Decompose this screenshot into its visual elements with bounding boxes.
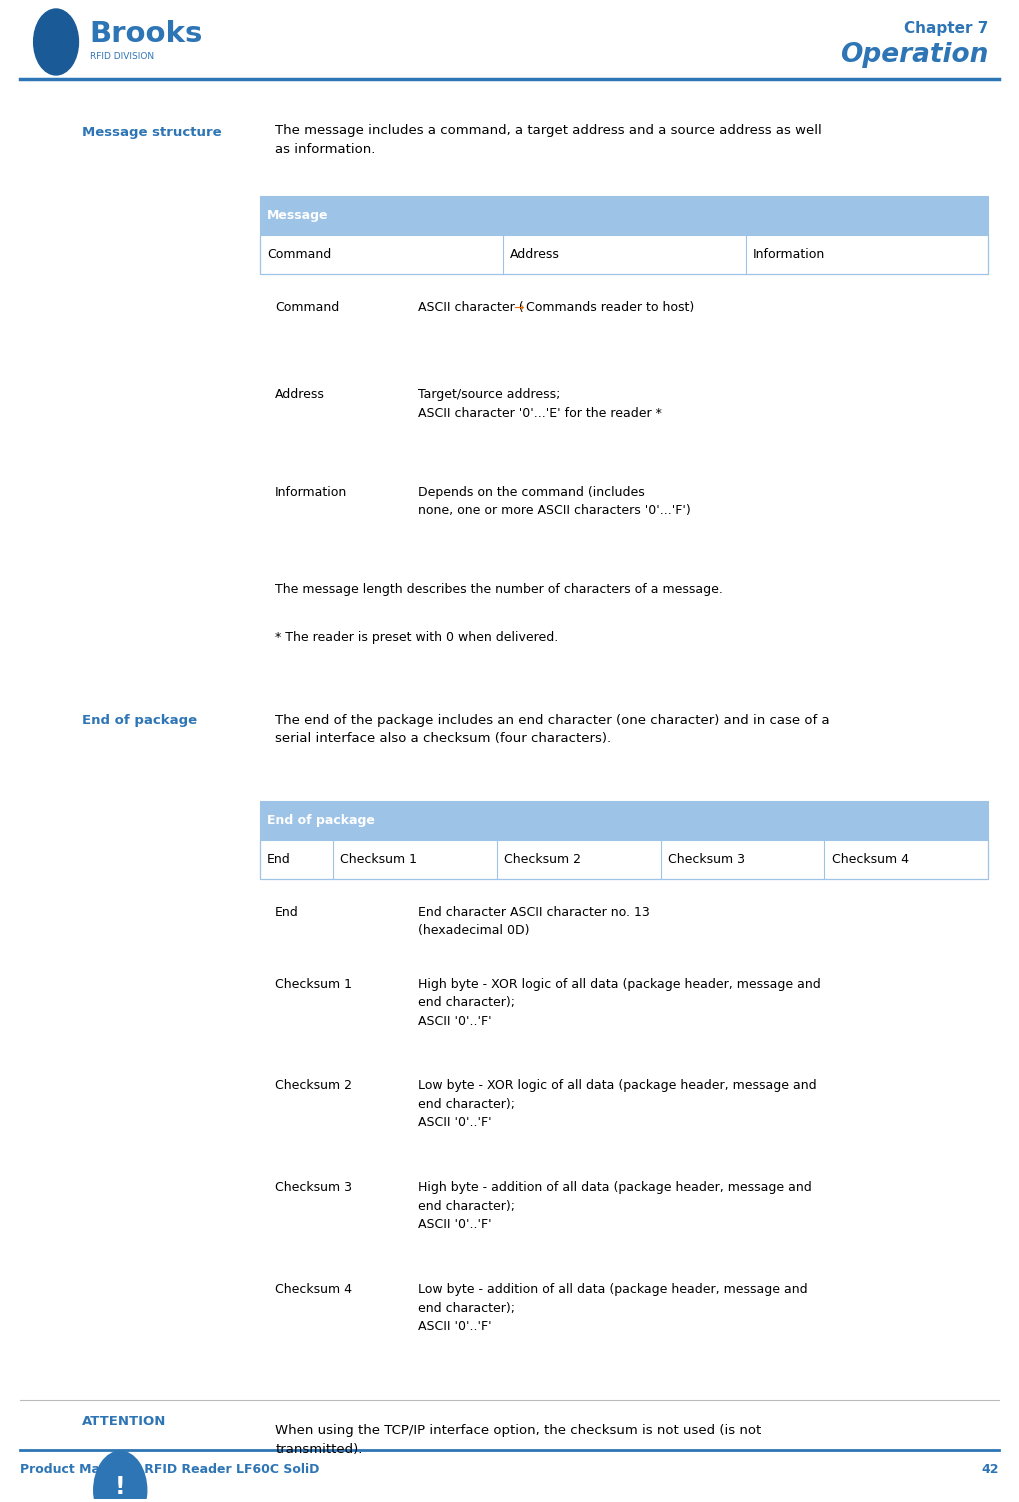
Text: Checksum 1: Checksum 1	[275, 978, 353, 990]
Text: Product Manual - RFID Reader LF60C SoliD: Product Manual - RFID Reader LF60C SoliD	[20, 1463, 320, 1476]
Text: Target/source address;
ASCII character '0'...'E' for the reader *: Target/source address; ASCII character '…	[418, 389, 661, 419]
Text: End of package: End of package	[267, 814, 375, 826]
Text: Checksum 2: Checksum 2	[275, 1080, 353, 1092]
Text: End character ASCII character no. 13
(hexadecimal 0D): End character ASCII character no. 13 (he…	[418, 906, 649, 937]
Text: End: End	[267, 853, 290, 865]
Text: Address: Address	[510, 248, 559, 261]
Text: Brooks: Brooks	[90, 21, 203, 48]
Text: Checksum 3: Checksum 3	[667, 853, 745, 865]
Text: Information: Information	[753, 248, 825, 261]
Circle shape	[94, 1451, 147, 1502]
Text: Address: Address	[275, 389, 325, 401]
Text: !: !	[115, 1475, 125, 1499]
Text: ATTENTION: ATTENTION	[82, 1415, 166, 1428]
Text: End: End	[275, 906, 299, 919]
Text: * The reader is preset with 0 when delivered.: * The reader is preset with 0 when deliv…	[275, 631, 558, 644]
Text: Command: Command	[267, 248, 331, 261]
Text: End of package: End of package	[82, 713, 197, 727]
Text: Checksum 3: Checksum 3	[275, 1182, 353, 1194]
Text: Checksum 2: Checksum 2	[503, 853, 581, 865]
Text: ASCII character (: ASCII character (	[418, 302, 524, 314]
Text: Checksum 4: Checksum 4	[832, 853, 909, 865]
Text: Depends on the command (includes
none, one or more ASCII characters '0'...'F'): Depends on the command (includes none, o…	[418, 485, 691, 517]
Text: Low byte - XOR logic of all data (package header, message and
end character);
AS: Low byte - XOR logic of all data (packag…	[418, 1080, 816, 1130]
Text: The message includes a command, a target address and a source address as well
as: The message includes a command, a target…	[275, 125, 822, 156]
Text: Information: Information	[275, 485, 347, 499]
Bar	[260, 801, 988, 840]
Text: 42: 42	[981, 1463, 999, 1476]
Text: Message: Message	[267, 209, 328, 222]
Bar	[260, 197, 988, 236]
Circle shape	[34, 9, 78, 75]
Bar	[260, 801, 988, 879]
Text: Message structure: Message structure	[82, 126, 221, 140]
Text: Checksum 4: Checksum 4	[275, 1283, 353, 1296]
Text: The message length describes the number of characters of a message.: The message length describes the number …	[275, 583, 723, 596]
Text: Operation: Operation	[840, 42, 988, 69]
Circle shape	[39, 17, 73, 68]
Text: Low byte - addition of all data (package header, message and
end character);
ASC: Low byte - addition of all data (package…	[418, 1283, 807, 1334]
Text: →: →	[513, 302, 524, 314]
Text: High byte - XOR logic of all data (package header, message and
end character);
A: High byte - XOR logic of all data (packa…	[418, 978, 820, 1027]
Text: RFID DIVISION: RFID DIVISION	[90, 53, 154, 62]
Bar	[260, 197, 988, 275]
Text: Chapter 7: Chapter 7	[904, 21, 988, 36]
Text: High byte - addition of all data (package header, message and
end character);
AS: High byte - addition of all data (packag…	[418, 1182, 811, 1232]
Bar	[260, 840, 988, 879]
Text: The end of the package includes an end character (one character) and in case of : The end of the package includes an end c…	[275, 713, 829, 745]
Text: Commands reader to host): Commands reader to host)	[527, 302, 695, 314]
Text: When using the TCP/IP interface option, the checksum is not used (is not
transmi: When using the TCP/IP interface option, …	[275, 1424, 761, 1455]
Circle shape	[46, 27, 66, 57]
Text: Command: Command	[275, 302, 339, 314]
Bar	[260, 236, 988, 275]
Text: Checksum 1: Checksum 1	[339, 853, 417, 865]
